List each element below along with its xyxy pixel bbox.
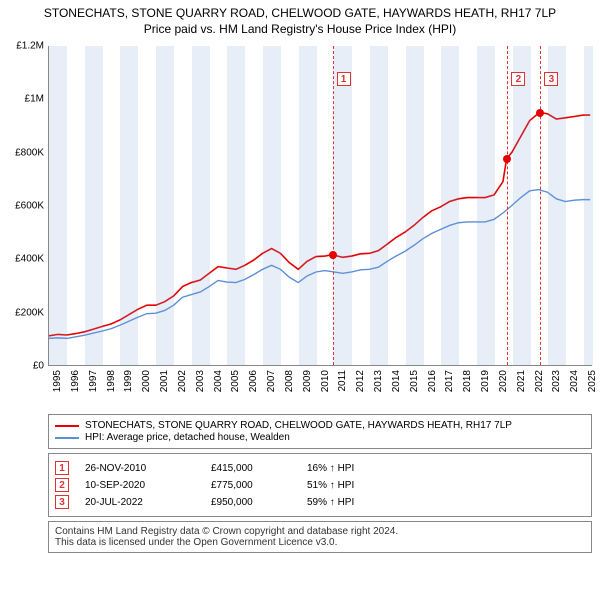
y-tick-label: £600K bbox=[15, 201, 44, 212]
sales-box: 1 26-NOV-2010 £415,000 16% ↑ HPI 2 10-SEP-202… bbox=[48, 453, 592, 517]
x-tick-label: 2001 bbox=[159, 370, 170, 392]
year-band bbox=[584, 46, 593, 365]
sale-dot bbox=[536, 109, 544, 117]
x-tick-label: 2004 bbox=[213, 370, 224, 392]
sale-pct: 51% ↑ HPI bbox=[307, 480, 397, 491]
sale-vline bbox=[540, 46, 541, 365]
sale-row: 1 26-NOV-2010 £415,000 16% ↑ HPI bbox=[55, 461, 585, 475]
legend-box: STONECHATS, STONE QUARRY ROAD, CHELWOOD … bbox=[48, 414, 592, 449]
year-band bbox=[406, 46, 424, 365]
year-band bbox=[156, 46, 174, 365]
year-band bbox=[370, 46, 388, 365]
x-tick-label: 2015 bbox=[409, 370, 420, 392]
sale-vline bbox=[507, 46, 508, 365]
legend-row: HPI: Average price, detached house, Weal… bbox=[55, 432, 585, 443]
y-tick-label: £0 bbox=[33, 361, 44, 372]
x-tick-label: 2019 bbox=[480, 370, 491, 392]
footer-box: Contains HM Land Registry data © Crown c… bbox=[48, 521, 592, 553]
sale-dot bbox=[329, 251, 337, 259]
footer-line2: This data is licensed under the Open Gov… bbox=[55, 537, 585, 548]
plot-area: 1 2 3 bbox=[48, 46, 592, 366]
year-band bbox=[227, 46, 245, 365]
sale-number: 2 bbox=[55, 478, 69, 492]
y-tick-label: £400K bbox=[15, 254, 44, 265]
x-tick-label: 2025 bbox=[587, 370, 598, 392]
sale-marker-number: 1 bbox=[337, 72, 351, 86]
x-tick-label: 2020 bbox=[498, 370, 509, 392]
year-band bbox=[334, 46, 352, 365]
x-tick-label: 1996 bbox=[70, 370, 81, 392]
y-tick-label: £1.2M bbox=[16, 41, 44, 52]
legend-label: STONECHATS, STONE QUARRY ROAD, CHELWOOD … bbox=[85, 420, 512, 431]
x-tick-label: 2000 bbox=[141, 370, 152, 392]
x-tick-label: 1995 bbox=[52, 370, 63, 392]
sale-pct: 59% ↑ HPI bbox=[307, 497, 397, 508]
sale-number: 3 bbox=[55, 495, 69, 509]
year-band bbox=[299, 46, 317, 365]
sale-pct: 16% ↑ HPI bbox=[307, 463, 397, 474]
chart-container: STONECHATS, STONE QUARRY ROAD, CHELWOOD … bbox=[0, 0, 600, 553]
sale-number: 1 bbox=[55, 461, 69, 475]
x-tick-label: 1998 bbox=[106, 370, 117, 392]
x-tick-label: 2013 bbox=[373, 370, 384, 392]
year-band bbox=[548, 46, 566, 365]
year-band bbox=[513, 46, 531, 365]
x-tick-label: 2021 bbox=[516, 370, 527, 392]
sale-marker-number: 2 bbox=[511, 72, 525, 86]
sale-date: 26-NOV-2010 bbox=[85, 463, 195, 474]
footer-line1: Contains HM Land Registry data © Crown c… bbox=[55, 526, 585, 537]
sale-row: 2 10-SEP-2020 £775,000 51% ↑ HPI bbox=[55, 478, 585, 492]
sale-date: 10-SEP-2020 bbox=[85, 480, 195, 491]
x-tick-label: 2006 bbox=[248, 370, 259, 392]
year-band bbox=[263, 46, 281, 365]
y-tick-label: £200K bbox=[15, 307, 44, 318]
x-tick-label: 2022 bbox=[534, 370, 545, 392]
x-tick-label: 2024 bbox=[569, 370, 580, 392]
year-band bbox=[85, 46, 103, 365]
y-tick-label: £1M bbox=[25, 94, 44, 105]
chart-area: 1 2 3 £0 £200K £400K £600K £800K £1M £1.2M 1995 19… bbox=[0, 40, 600, 410]
title-block: STONECHATS, STONE QUARRY ROAD, CHELWOOD … bbox=[0, 0, 600, 40]
sale-price: £415,000 bbox=[211, 463, 291, 474]
sale-date: 20-JUL-2022 bbox=[85, 497, 195, 508]
x-tick-label: 2018 bbox=[462, 370, 473, 392]
year-band bbox=[441, 46, 459, 365]
y-tick-label: £800K bbox=[15, 147, 44, 158]
legend-label: HPI: Average price, detached house, Weal… bbox=[85, 432, 290, 443]
title-subtitle: Price paid vs. HM Land Registry's House … bbox=[10, 22, 590, 36]
legend-swatch bbox=[55, 437, 79, 439]
legend-swatch bbox=[55, 425, 79, 427]
year-band bbox=[49, 46, 67, 365]
x-tick-label: 2010 bbox=[320, 370, 331, 392]
x-tick-label: 2008 bbox=[284, 370, 295, 392]
x-tick-label: 2005 bbox=[230, 370, 241, 392]
x-tick-label: 1999 bbox=[123, 370, 134, 392]
x-tick-label: 2007 bbox=[266, 370, 277, 392]
x-tick-label: 2023 bbox=[551, 370, 562, 392]
sale-dot bbox=[503, 155, 511, 163]
sale-vline bbox=[333, 46, 334, 365]
x-tick-label: 2017 bbox=[444, 370, 455, 392]
sale-price: £775,000 bbox=[211, 480, 291, 491]
title-address: STONECHATS, STONE QUARRY ROAD, CHELWOOD … bbox=[10, 6, 590, 20]
year-band bbox=[120, 46, 138, 365]
x-tick-label: 2011 bbox=[337, 370, 348, 392]
x-tick-label: 2014 bbox=[391, 370, 402, 392]
x-tick-label: 2009 bbox=[302, 370, 313, 392]
x-tick-label: 2002 bbox=[177, 370, 188, 392]
year-band bbox=[477, 46, 495, 365]
sale-price: £950,000 bbox=[211, 497, 291, 508]
x-tick-label: 2016 bbox=[427, 370, 438, 392]
sale-marker-number: 3 bbox=[544, 72, 558, 86]
x-tick-label: 2012 bbox=[355, 370, 366, 392]
legend-row: STONECHATS, STONE QUARRY ROAD, CHELWOOD … bbox=[55, 420, 585, 431]
x-tick-label: 1997 bbox=[88, 370, 99, 392]
year-band bbox=[192, 46, 210, 365]
sale-row: 3 20-JUL-2022 £950,000 59% ↑ HPI bbox=[55, 495, 585, 509]
x-tick-label: 2003 bbox=[195, 370, 206, 392]
